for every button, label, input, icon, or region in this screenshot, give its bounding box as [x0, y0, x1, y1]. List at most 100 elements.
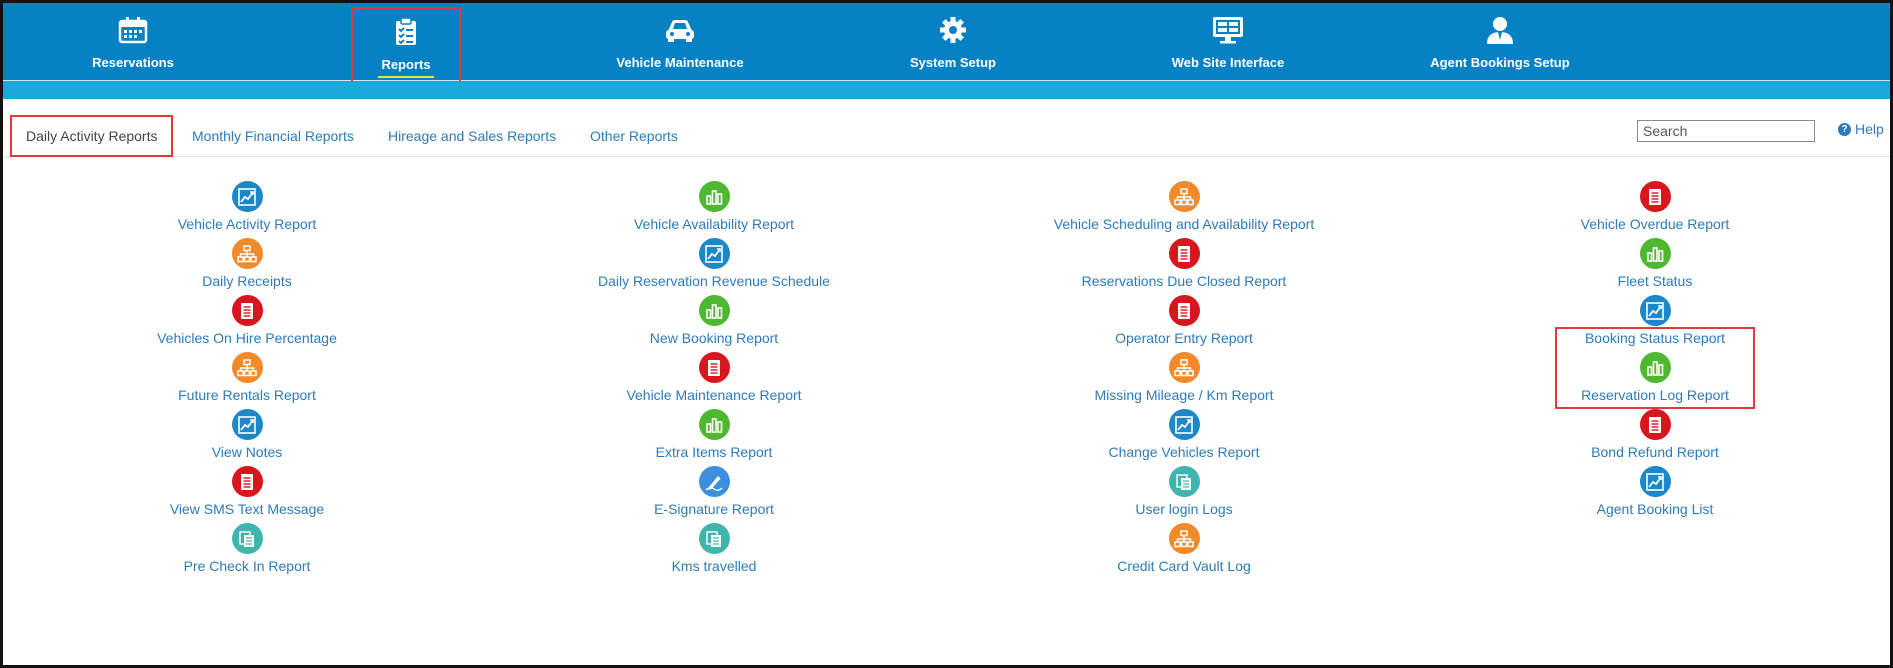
report-label: User login Logs: [1135, 501, 1233, 517]
report-view-sms-text-message[interactable]: View SMS Text Message: [77, 466, 417, 526]
nav-label: Reservations: [92, 55, 174, 70]
report-reservations-due-closed-report[interactable]: Reservations Due Closed Report: [1014, 238, 1354, 298]
report-label: Vehicle Activity Report: [177, 216, 317, 232]
trend-chart-icon: [1168, 409, 1200, 440]
help-label: Help: [1855, 121, 1884, 137]
report-label: Fleet Status: [1617, 273, 1693, 289]
report-label: Reservation Log Report: [1581, 387, 1729, 403]
report-e-signature-report[interactable]: E-Signature Report: [544, 466, 884, 526]
active-underline: [378, 76, 434, 78]
report-kms-travelled[interactable]: Kms travelled: [544, 523, 884, 583]
nav-reservations[interactable]: Reservations: [63, 3, 203, 81]
bar-chart-icon: [698, 409, 730, 440]
nav-accent-band: [3, 81, 1890, 99]
report-label: View SMS Text Message: [169, 501, 325, 517]
report-vehicles-on-hire-percentage[interactable]: Vehicles On Hire Percentage: [77, 295, 417, 355]
report-bond-refund-report[interactable]: Bond Refund Report: [1485, 409, 1825, 469]
report-tabs: Daily Activity Reports Monthly Financial…: [3, 99, 1890, 157]
document-icon: [1168, 295, 1200, 326]
tab-other-reports[interactable]: Other Reports: [590, 128, 678, 144]
tab-hireage-and-sales-reports[interactable]: Hireage and Sales Reports: [388, 128, 557, 144]
report-label: Vehicle Overdue Report: [1580, 216, 1730, 232]
report-daily-reservation-revenue-schedule[interactable]: Daily Reservation Revenue Schedule: [544, 238, 884, 298]
nav-vehicle-maintenance[interactable]: Vehicle Maintenance: [603, 3, 757, 81]
documents-icon: [231, 523, 263, 554]
nav-agent-bookings-setup[interactable]: Agent Bookings Setup: [1423, 3, 1577, 81]
nav-label: Web Site Interface: [1171, 55, 1285, 70]
report-label: Bond Refund Report: [1591, 444, 1719, 460]
help-icon: ?: [1838, 122, 1851, 136]
report-label: Vehicle Maintenance Report: [626, 387, 802, 403]
bar-chart-icon: [698, 295, 730, 326]
report-label: Pre Check In Report: [183, 558, 311, 574]
report-change-vehicles-report[interactable]: Change Vehicles Report: [1014, 409, 1354, 469]
report-vehicle-availability-report[interactable]: Vehicle Availability Report: [544, 181, 884, 241]
nav-reports[interactable]: Reports: [351, 7, 461, 87]
hierarchy-icon: [1168, 523, 1200, 554]
report-vehicle-scheduling-and-availability-report[interactable]: Vehicle Scheduling and Availability Repo…: [1014, 181, 1354, 241]
calendar-icon: [118, 15, 148, 45]
document-icon: [1168, 238, 1200, 269]
checklist-icon: [394, 17, 418, 47]
report-daily-receipts[interactable]: Daily Receipts: [77, 238, 417, 298]
report-operator-entry-report[interactable]: Operator Entry Report: [1014, 295, 1354, 355]
report-label: Booking Status Report: [1584, 330, 1726, 346]
hierarchy-icon: [1168, 352, 1200, 383]
nav-label: Vehicle Maintenance: [616, 55, 744, 70]
tab-monthly-financial-reports[interactable]: Monthly Financial Reports: [192, 128, 354, 144]
documents-icon: [1168, 466, 1200, 497]
report-new-booking-report[interactable]: New Booking Report: [544, 295, 884, 355]
trend-chart-icon: [231, 181, 263, 212]
report-label: Change Vehicles Report: [1108, 444, 1260, 460]
nav-web-site-interface[interactable]: Web Site Interface: [1163, 3, 1293, 81]
report-pre-check-in-report[interactable]: Pre Check In Report: [77, 523, 417, 583]
report-credit-card-vault-log[interactable]: Credit Card Vault Log: [1014, 523, 1354, 583]
report-label: Daily Reservation Revenue Schedule: [598, 273, 830, 289]
bar-chart-icon: [698, 181, 730, 212]
report-reservation-log-report[interactable]: Reservation Log Report: [1485, 327, 1825, 412]
monitor-icon: [1212, 15, 1244, 45]
top-navigation: Reservations Reports Vehicle Maintenance…: [3, 3, 1890, 87]
report-label: Vehicle Availability Report: [633, 216, 795, 232]
document-icon: [1639, 409, 1671, 440]
hierarchy-icon: [231, 238, 263, 269]
nav-label: Reports: [381, 57, 431, 72]
report-vehicle-maintenance-report[interactable]: Vehicle Maintenance Report: [544, 352, 884, 412]
search-input[interactable]: [1637, 120, 1815, 142]
help-link[interactable]: ? Help: [1838, 121, 1884, 137]
report-label: Daily Receipts: [202, 273, 292, 289]
report-label: New Booking Report: [649, 330, 779, 346]
report-future-rentals-report[interactable]: Future Rentals Report: [77, 352, 417, 412]
agent-icon: [1486, 15, 1514, 45]
report-label: E-Signature Report: [654, 501, 774, 517]
report-vehicle-activity-report[interactable]: Vehicle Activity Report: [77, 181, 417, 241]
tab-daily-activity-reports[interactable]: Daily Activity Reports: [10, 115, 174, 157]
report-booking-status-report[interactable]: Booking Status Report: [1485, 295, 1825, 355]
report-missing-mileage-km-report[interactable]: Missing Mileage / Km Report: [1014, 352, 1354, 412]
hierarchy-icon: [1168, 181, 1200, 212]
nav-system-setup[interactable]: System Setup: [893, 3, 1013, 81]
report-vehicle-overdue-report[interactable]: Vehicle Overdue Report: [1485, 181, 1825, 241]
trend-chart-icon: [1639, 466, 1671, 497]
report-label: Future Rentals Report: [178, 387, 316, 403]
hierarchy-icon: [231, 352, 263, 383]
car-icon: [664, 15, 696, 45]
report-label: Operator Entry Report: [1115, 330, 1253, 346]
report-user-login-logs[interactable]: User login Logs: [1014, 466, 1354, 526]
gear-icon: [939, 15, 967, 45]
report-label: Vehicles On Hire Percentage: [157, 330, 337, 346]
bar-chart-icon: [1639, 352, 1671, 383]
document-icon: [231, 295, 263, 326]
report-fleet-status[interactable]: Fleet Status: [1485, 238, 1825, 298]
trend-chart-icon: [1639, 295, 1671, 326]
report-label: View Notes: [211, 444, 283, 460]
report-extra-items-report[interactable]: Extra Items Report: [544, 409, 884, 469]
report-agent-booking-list[interactable]: Agent Booking List: [1485, 466, 1825, 526]
bar-chart-icon: [1639, 238, 1671, 269]
pen-icon: [698, 466, 730, 497]
report-label: Credit Card Vault Log: [1117, 558, 1251, 574]
documents-icon: [698, 523, 730, 554]
report-view-notes[interactable]: View Notes: [77, 409, 417, 469]
report-label: Reservations Due Closed Report: [1081, 273, 1287, 289]
report-label: Kms travelled: [671, 558, 757, 574]
